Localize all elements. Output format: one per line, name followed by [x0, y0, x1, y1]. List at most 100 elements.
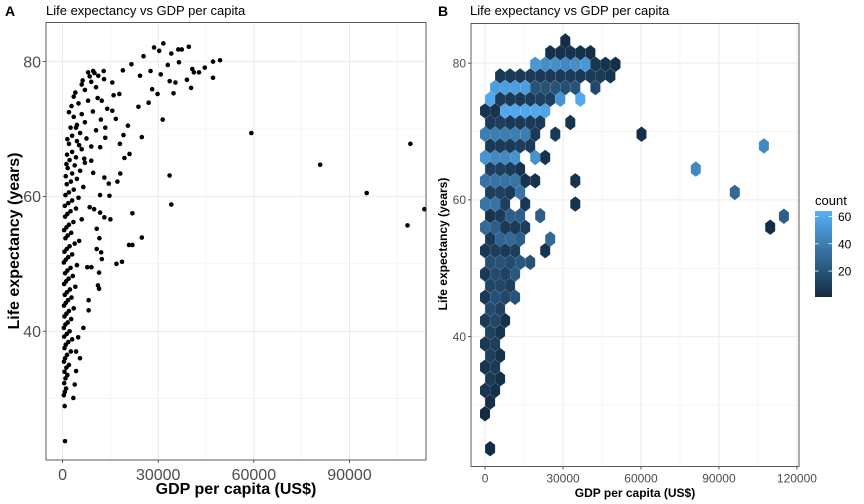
data-point [69, 149, 75, 155]
data-point [95, 73, 101, 79]
data-point [87, 204, 92, 210]
data-point [97, 235, 102, 241]
data-point [408, 141, 413, 147]
data-point [68, 265, 73, 271]
y-axis-title-b: Life expectancy (years) [436, 178, 450, 311]
y-tick-label: 80 [23, 54, 41, 71]
data-point [102, 135, 108, 141]
data-point [79, 82, 85, 87]
data-point [68, 349, 74, 354]
plot-area-a [46, 22, 426, 460]
hexbin [565, 114, 576, 131]
data-point [86, 297, 91, 303]
data-point [184, 77, 190, 83]
data-point [69, 198, 75, 203]
hexbin [509, 126, 521, 143]
hexbin [520, 219, 531, 236]
data-point [110, 80, 115, 85]
data-point [79, 111, 85, 117]
legend-ticks: 20 40 60 [815, 210, 852, 279]
hexbin [514, 184, 526, 201]
x-tick-label: 0 [58, 467, 67, 484]
data-point [137, 73, 143, 79]
data-point [71, 306, 77, 311]
x-axis-title-b: GDP per capita (US$) [575, 486, 695, 500]
data-point [64, 289, 70, 295]
hexbin [758, 138, 770, 154]
data-point [81, 156, 87, 161]
data-point [84, 136, 89, 141]
hexbin [514, 254, 526, 271]
hexbin [479, 242, 491, 259]
data-point [61, 380, 67, 386]
panel-tag-b: B [438, 3, 448, 19]
data-point [66, 109, 72, 115]
data-point [117, 171, 123, 176]
data-point [68, 230, 74, 236]
x-tick-label: 90000 [327, 467, 372, 484]
data-point [63, 192, 68, 198]
hexbin [494, 324, 506, 341]
hexbin [545, 91, 556, 108]
data-point [71, 114, 77, 120]
data-point [64, 331, 70, 337]
hexbin [545, 231, 556, 247]
hexbin [530, 172, 541, 189]
hexbin [479, 149, 491, 166]
data-point [76, 142, 82, 148]
data-point [168, 202, 174, 207]
hexbins-b [479, 33, 790, 457]
data-point [190, 66, 195, 72]
ticks-a: 0 30000 60000 90000 40 60 80 [23, 54, 372, 484]
x-tick-label: 30000 [546, 472, 580, 486]
y-tick-label: 60 [23, 189, 41, 206]
hexbin [479, 172, 491, 189]
data-point [126, 242, 132, 248]
hexbin [514, 91, 526, 108]
data-point [73, 206, 79, 211]
hexbin [605, 68, 616, 84]
hexbin [509, 289, 521, 306]
hexbin [494, 370, 506, 387]
data-point [94, 226, 99, 232]
data-point [85, 70, 91, 75]
data-point [139, 134, 145, 140]
chart-title-a: Life expectancy vs GDP per capita [46, 3, 246, 18]
data-point [69, 252, 75, 257]
x-tick-label: 0 [482, 472, 489, 486]
hexbin [555, 91, 566, 108]
data-point [67, 287, 73, 292]
data-point [68, 179, 74, 184]
hexbin [484, 394, 496, 410]
data-point [129, 61, 134, 67]
data-point [113, 116, 119, 122]
x-tick-label: 60000 [624, 472, 658, 486]
data-point [74, 176, 80, 182]
data-point [161, 41, 166, 46]
y-tick-label: 40 [453, 330, 467, 344]
hexbin [575, 44, 586, 61]
hexbin [509, 266, 521, 282]
data-point [102, 125, 108, 130]
data-point [175, 47, 181, 52]
hexbin [509, 219, 521, 236]
data-point [66, 308, 72, 314]
data-point [117, 91, 122, 97]
data-point [72, 382, 77, 387]
data-point [249, 130, 254, 136]
data-point [210, 75, 216, 81]
data-point [102, 215, 107, 220]
hexbin [540, 242, 551, 259]
data-point [196, 70, 202, 75]
data-point [71, 395, 76, 401]
hexbin [514, 68, 526, 84]
hexbin [479, 219, 491, 236]
data-point [101, 76, 107, 82]
data-point [422, 206, 427, 212]
data-point [130, 242, 135, 248]
data-point [88, 158, 94, 163]
data-point [99, 98, 105, 103]
data-point [80, 184, 86, 190]
hexbin [514, 231, 526, 247]
data-point [82, 160, 88, 166]
